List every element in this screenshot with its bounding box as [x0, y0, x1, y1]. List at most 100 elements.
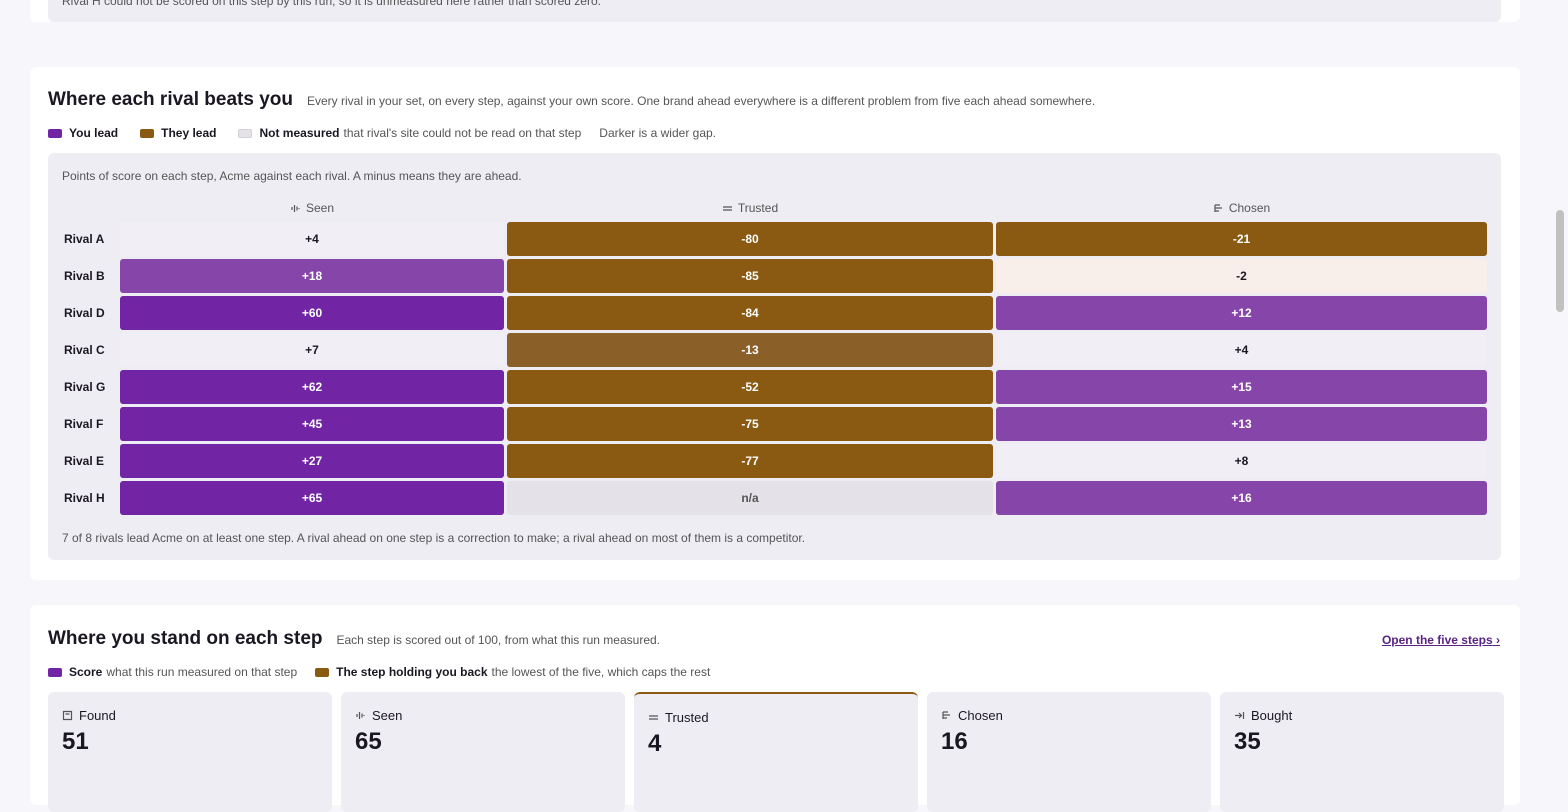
legend-note: the lowest of the five, which caps the r… — [491, 665, 711, 679]
legend-note: that rival's site could not be read on t… — [343, 126, 582, 140]
page-body: Rival H could not be scored on this step… — [48, 0, 1568, 757]
gap-cell-text: +4 — [1234, 343, 1249, 357]
gap-cell-text: -77 — [741, 454, 759, 468]
link-text[interactable]: Open the five steps — [1381, 633, 1493, 647]
legend-swatch — [48, 128, 62, 138]
gap-cell: -80 — [507, 222, 993, 256]
step-name: Chosen — [941, 708, 1003, 723]
step-name: Seen — [355, 708, 402, 723]
legend-swatch — [315, 667, 330, 677]
rival-name-text: Rival B — [64, 269, 105, 283]
top-note-box: Rival H could not be scored on this step… — [48, 0, 1501, 22]
step-name-text: Bought — [1251, 708, 1293, 723]
column-header-text: Trusted — [737, 201, 779, 215]
gap-cell-text: +60 — [301, 306, 323, 320]
legend-item: You lead — [48, 126, 122, 140]
section-title: Where each rival beats you — [48, 89, 293, 110]
step-name: Bought — [1234, 708, 1292, 723]
legend-label: They lead — [161, 126, 217, 140]
gap-cell: -84 — [507, 296, 993, 330]
gap-cell: +8 — [996, 444, 1487, 478]
gap-cell: -52 — [507, 370, 993, 404]
gap-cell-text: n/a — [741, 491, 759, 505]
legend-note: what this run measured on that step — [106, 665, 298, 679]
rival-name-text: Rival D — [64, 306, 105, 320]
legend-item: The step holding you back the lowest of t… — [315, 665, 710, 679]
step-score-text: 51 — [62, 728, 89, 755]
gap-cell: -13 — [507, 333, 993, 367]
legend-item: Not measured that rival's site could not … — [238, 126, 581, 140]
gap-cell-text: -21 — [1232, 232, 1251, 246]
gap-cell: +16 — [996, 481, 1487, 515]
gap-cell-text: +15 — [1231, 380, 1252, 394]
step-score-text: 65 — [355, 728, 382, 755]
column-header-text: Chosen — [1228, 201, 1271, 215]
page: Rival comparison { "top_note": "Rival H … — [48, 0, 1568, 757]
gap-cell: +13 — [996, 407, 1487, 441]
step-card: Trusted 4 — [634, 692, 918, 812]
rival-name: Rival A — [62, 222, 117, 256]
section-subtitle: Each step is scored out of 100, from wha… — [336, 633, 661, 647]
gap-cell: n/a — [507, 481, 993, 515]
step-score: 16 — [941, 728, 968, 756]
gap-cell: +18 — [120, 259, 504, 293]
legend-item: They lead — [140, 126, 220, 140]
gap-cell: +62 — [120, 370, 504, 404]
rival-name-text: Rival G — [64, 380, 106, 394]
gap-cell: +7 — [120, 333, 504, 367]
gap-cell: +4 — [120, 222, 504, 256]
step-name-text: Found — [79, 708, 116, 723]
gap-cell: +12 — [996, 296, 1487, 330]
rival-name: Rival H — [62, 481, 117, 515]
step-score-text: 16 — [941, 728, 968, 755]
step-score: 65 — [355, 728, 382, 756]
legend-swatch — [140, 128, 155, 138]
icon — [291, 204, 300, 212]
step-score: 35 — [1234, 728, 1261, 756]
legend-label: Not measured — [259, 126, 340, 140]
step-name-text: Seen — [372, 708, 403, 723]
legend-swatch — [238, 128, 253, 138]
gap-cell-text: -85 — [741, 269, 759, 283]
step-name-text: Trusted — [665, 710, 709, 725]
scrollbar-thumb[interactable] — [1556, 210, 1564, 312]
rival-name: Rival G — [62, 370, 117, 404]
column-header-text: Seen — [305, 201, 335, 215]
icon — [649, 715, 658, 720]
corner — [62, 197, 117, 219]
gap-cell-text: +62 — [301, 380, 323, 394]
open-steps-link[interactable]: Open the five steps › — [1381, 633, 1500, 647]
gap-cell: +65 — [120, 481, 504, 515]
column-header: Chosen — [996, 197, 1487, 219]
legend-item: Score what this run measured on that step — [48, 665, 297, 679]
icon — [1214, 203, 1222, 212]
section-subtitle: Every rival in your set, on every step, … — [307, 94, 1096, 108]
gap-cell-text: +7 — [305, 343, 319, 357]
legend-label: The step holding you back — [336, 665, 488, 679]
gap-cell-text: +12 — [1231, 306, 1252, 320]
rival-name: Rival B — [62, 259, 117, 293]
gap-cell: -77 — [507, 444, 993, 478]
gap-cell: -75 — [507, 407, 993, 441]
gap-cell-text: +4 — [305, 232, 319, 246]
scrollbar[interactable] — [1552, 0, 1568, 746]
section-title: Where you stand on each step — [48, 628, 323, 649]
gap-cell-text: -75 — [741, 417, 759, 431]
step-cards: Found 51 Seen 65 Trusted 4 Chosen 16 Bought 35 — [48, 692, 1504, 812]
rival-name: Rival E — [62, 444, 117, 478]
gap-cell: +45 — [120, 407, 504, 441]
icon — [62, 710, 73, 721]
matrix-caption: Points of score on each step, Acme again… — [62, 169, 522, 183]
rivals-legend: You lead They lead Not measured that riva… — [48, 126, 734, 140]
gap-cell: +60 — [120, 296, 504, 330]
gap-cell-text: +65 — [301, 491, 323, 505]
gap-cell-text: +45 — [301, 417, 323, 431]
step-card: Seen 65 — [341, 692, 625, 812]
column-header: Seen — [120, 197, 504, 219]
column-header: Trusted — [507, 197, 993, 219]
gap-cell: -85 — [507, 259, 993, 293]
icon — [722, 205, 732, 211]
icon — [356, 712, 365, 719]
gap-cell: +27 — [120, 444, 504, 478]
step-card: Found 51 — [48, 692, 332, 812]
